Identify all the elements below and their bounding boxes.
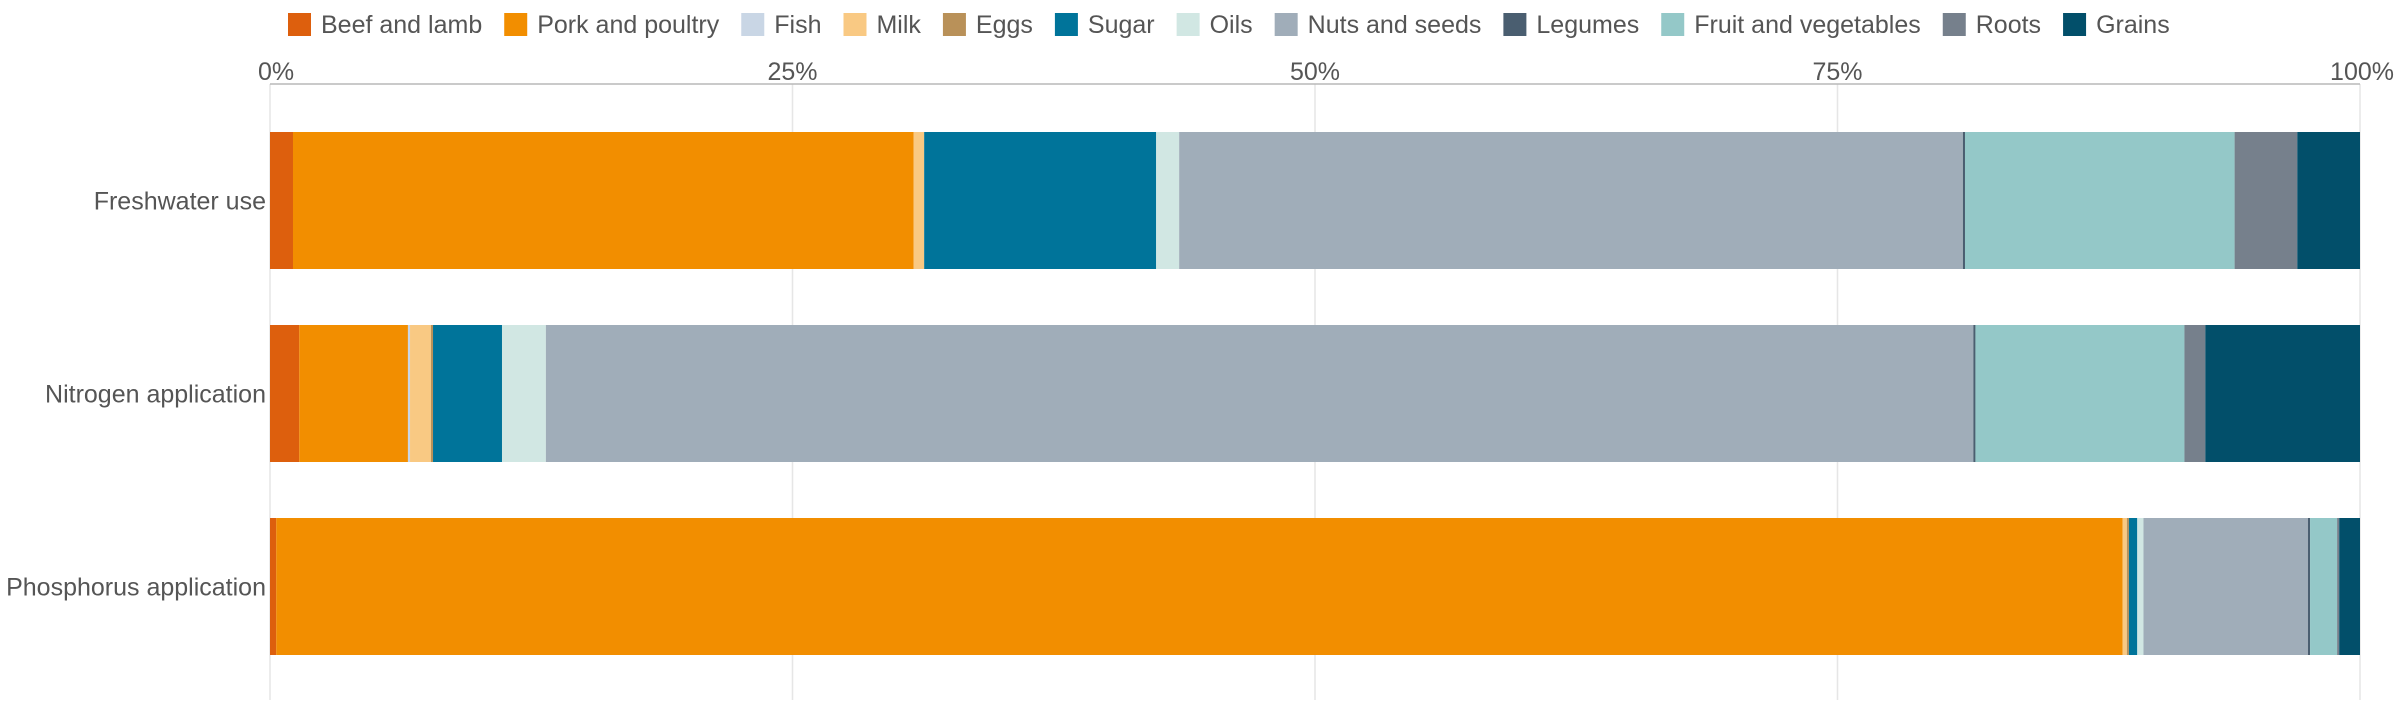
bar-segment-milk[interactable]: [2122, 518, 2127, 655]
bar-segment-pork-and-poultry[interactable]: [292, 132, 914, 269]
legend-item-grains[interactable]: Grains: [2063, 11, 2170, 39]
legend-swatch-legumes: [1503, 13, 1527, 36]
legend-label-beef-and-lamb: Beef and lamb: [321, 11, 482, 39]
bar-row-nitrogen-application: [270, 325, 2360, 462]
bar-segment-sugar[interactable]: [433, 325, 502, 462]
legend-item-nuts-and-seeds[interactable]: Nuts and seeds: [1274, 11, 1482, 39]
legend-label-oils: Oils: [1210, 11, 1253, 39]
bar-segment-oils[interactable]: [2137, 518, 2144, 655]
bar-segment-legumes[interactable]: [1973, 325, 1976, 462]
x-tick-label: 100%: [2330, 58, 2394, 86]
legend-label-roots: Roots: [1976, 11, 2041, 39]
legend: Beef and lamb Pork and poultry Fish Milk Egg…: [288, 11, 2170, 39]
legend-swatch-fish: [741, 13, 765, 36]
bar-segment-roots[interactable]: [2184, 325, 2206, 462]
bar-segment-grains[interactable]: [2205, 325, 2360, 462]
bar-segment-beef-and-lamb[interactable]: [270, 325, 300, 462]
x-axis-ticks: 0% 25% 50% 75% 100%: [258, 58, 2394, 86]
bar-segment-milk[interactable]: [913, 132, 925, 269]
category-label: Phosphorus application: [6, 574, 266, 602]
x-tick-label: 25%: [767, 58, 817, 86]
x-tick-label: 0%: [258, 58, 294, 86]
bar-segment-beef-and-lamb[interactable]: [270, 132, 293, 269]
legend-swatch-pork-and-poultry: [504, 13, 528, 36]
legend-item-legumes[interactable]: Legumes: [1503, 11, 1639, 39]
legend-swatch-grains: [2063, 13, 2087, 36]
legend-label-nuts-and-seeds: Nuts and seeds: [1308, 11, 1482, 39]
legend-label-pork-and-poultry: Pork and poultry: [537, 11, 720, 39]
bar-segment-nuts-and-seeds[interactable]: [545, 325, 1974, 462]
bars: [270, 132, 2360, 655]
bar-segment-fish[interactable]: [407, 325, 411, 462]
x-tick-label: 75%: [1812, 58, 1862, 86]
bar-row-phosphorus-application: [270, 518, 2360, 655]
legend-swatch-eggs: [942, 13, 966, 36]
bar-segment-legumes[interactable]: [1962, 132, 1965, 269]
bar-segment-pork-and-poultry[interactable]: [299, 325, 408, 462]
x-tick-label: 50%: [1290, 58, 1340, 86]
legend-item-fish[interactable]: Fish: [741, 11, 821, 39]
legend-label-fruit-and-vegetables: Fruit and vegetables: [1694, 11, 1921, 39]
bar-segment-grains[interactable]: [2339, 518, 2360, 655]
bar-segment-legumes[interactable]: [2307, 518, 2311, 655]
legend-swatch-milk: [843, 13, 867, 36]
bar-segment-roots[interactable]: [2234, 132, 2298, 269]
bar-segment-eggs[interactable]: [2126, 518, 2129, 655]
bar-segment-sugar[interactable]: [2128, 518, 2138, 655]
bar-segment-milk[interactable]: [410, 325, 431, 462]
legend-swatch-fruit-and-vegetables: [1661, 13, 1685, 36]
legend-swatch-sugar: [1054, 13, 1078, 36]
bar-segment-roots[interactable]: [2337, 518, 2340, 655]
legend-item-pork-and-poultry[interactable]: Pork and poultry: [504, 11, 720, 39]
legend-item-milk[interactable]: Milk: [843, 11, 921, 39]
bar-segment-oils[interactable]: [1156, 132, 1180, 269]
category-label: Nitrogen application: [45, 381, 266, 409]
bar-segment-sugar[interactable]: [924, 132, 1157, 269]
legend-swatch-roots: [1942, 13, 1966, 36]
legend-label-grains: Grains: [2096, 11, 2170, 39]
legend-swatch-nuts-and-seeds: [1274, 13, 1298, 36]
legend-swatch-oils: [1176, 13, 1200, 36]
legend-item-sugar[interactable]: Sugar: [1054, 11, 1155, 39]
legend-item-roots[interactable]: Roots: [1942, 11, 2041, 39]
legend-item-beef-and-lamb[interactable]: Beef and lamb: [288, 11, 482, 39]
bar-row-freshwater-use: [270, 132, 2360, 269]
bar-segment-nuts-and-seeds[interactable]: [1179, 132, 1963, 269]
bar-segment-oils[interactable]: [501, 325, 546, 462]
legend-item-fruit-and-vegetables[interactable]: Fruit and vegetables: [1661, 11, 1921, 39]
legend-label-eggs: Eggs: [976, 11, 1033, 39]
legend-swatch-beef-and-lamb: [288, 13, 311, 36]
legend-label-legumes: Legumes: [1536, 11, 1639, 39]
y-axis-labels: Freshwater use Nitrogen application Phosph…: [6, 188, 266, 602]
bar-segment-grains[interactable]: [2297, 132, 2360, 269]
bar-segment-beef-and-lamb[interactable]: [270, 518, 277, 655]
legend-label-sugar: Sugar: [1088, 11, 1155, 39]
bar-segment-eggs[interactable]: [430, 325, 434, 462]
bar-segment-fruit-and-vegetables[interactable]: [2310, 518, 2338, 655]
legend-item-oils[interactable]: Oils: [1176, 11, 1253, 39]
bar-segment-fruit-and-vegetables[interactable]: [1975, 325, 2185, 462]
bar-segment-fruit-and-vegetables[interactable]: [1964, 132, 2235, 269]
bar-segment-pork-and-poultry[interactable]: [276, 518, 2123, 655]
legend-label-fish: Fish: [774, 11, 821, 39]
bar-segment-nuts-and-seeds[interactable]: [2143, 518, 2308, 655]
category-label: Freshwater use: [94, 188, 266, 216]
legend-label-milk: Milk: [876, 11, 921, 39]
legend-item-eggs[interactable]: Eggs: [942, 11, 1033, 39]
